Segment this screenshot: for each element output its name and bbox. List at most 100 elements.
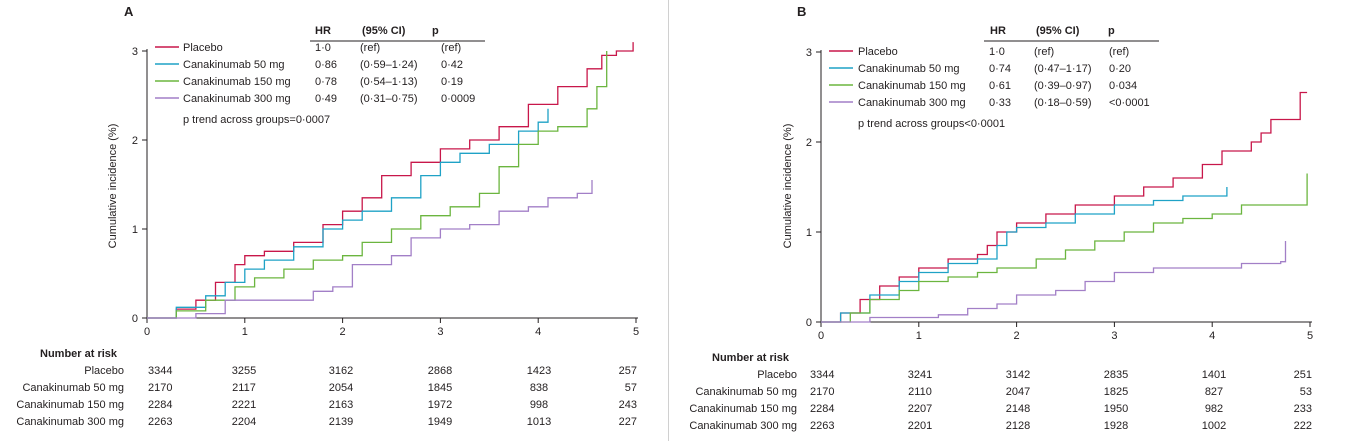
y-axis-label: Cumulative incidence (%) <box>782 124 794 249</box>
legend-p: (ref) <box>1109 46 1129 58</box>
risk-value: 1423 <box>527 365 551 377</box>
y-tick-label: 2 <box>132 135 138 147</box>
risk-value: 1845 <box>428 382 452 394</box>
risk-value: 838 <box>530 382 548 394</box>
panel-label: A <box>124 4 134 19</box>
legend-ci: (0·18–0·59) <box>1034 97 1091 109</box>
x-tick-label: 3 <box>1111 330 1117 342</box>
risk-value: 227 <box>619 416 637 428</box>
risk-row-label: Canakinumab 50 mg <box>695 386 797 398</box>
risk-value: 257 <box>619 365 637 377</box>
legend-header-p: p <box>1108 25 1115 37</box>
legend-hr: 0·78 <box>315 76 337 88</box>
legend-p: (ref) <box>441 42 461 54</box>
legend-hr: 0·33 <box>989 97 1011 109</box>
legend-hr: 1·0 <box>315 42 331 54</box>
risk-value: 3255 <box>232 365 256 377</box>
risk-value: 2284 <box>148 399 172 411</box>
legend-name: Placebo <box>183 42 223 54</box>
risk-row-label: Canakinumab 150 mg <box>689 403 797 415</box>
legend-ci: (0·39–0·97) <box>1034 80 1091 92</box>
risk-value: 1949 <box>428 416 452 428</box>
legend-p: 0·42 <box>441 59 463 71</box>
legend-name: Canakinumab 150 mg <box>858 80 966 92</box>
y-tick-label: 0 <box>806 317 812 329</box>
y-tick-label: 1 <box>132 224 138 236</box>
risk-value: 3162 <box>329 365 353 377</box>
legend-p: 0·19 <box>441 76 463 88</box>
risk-value: 1950 <box>1104 403 1128 415</box>
legend-hr: 0·86 <box>315 59 337 71</box>
risk-value: 1825 <box>1104 386 1128 398</box>
legend-name: Canakinumab 300 mg <box>858 97 966 109</box>
risk-value: 2148 <box>1006 403 1030 415</box>
panel-a: A 0 1 2 3 4 5 0 1 2 3 Cumulative incidence (%) HR (95… <box>16 4 639 428</box>
risk-value: 222 <box>1294 420 1312 432</box>
risk-value: 2054 <box>329 382 353 394</box>
risk-value: 1972 <box>428 399 452 411</box>
risk-value: 2263 <box>148 416 172 428</box>
legend-p: 0·20 <box>1109 63 1131 75</box>
x-tick-label: 1 <box>916 330 922 342</box>
legend-ci: (ref) <box>1034 46 1054 58</box>
risk-value: 243 <box>619 399 637 411</box>
risk-row-label: Placebo <box>757 369 797 381</box>
x-tick-label: 4 <box>535 326 541 338</box>
risk-value: 53 <box>1300 386 1312 398</box>
risk-value: 2128 <box>1006 420 1030 432</box>
panel-b: B 0 1 2 3 4 5 0 1 2 3 Cumulative incidence (%) HR (95… <box>689 4 1313 432</box>
risk-value: 2110 <box>908 386 932 398</box>
risk-value: 57 <box>625 382 637 394</box>
risk-value: 2868 <box>428 365 452 377</box>
legend-ci: (0·31–0·75) <box>360 93 417 105</box>
x-tick-label: 0 <box>144 326 150 338</box>
risk-value: 998 <box>530 399 548 411</box>
risk-value: 1928 <box>1104 420 1128 432</box>
legend-ci: (ref) <box>360 42 380 54</box>
risk-table-title: Number at risk <box>712 352 790 364</box>
x-tick-label: 1 <box>242 326 248 338</box>
series-line-3 <box>821 173 1308 323</box>
legend-name: Canakinumab 50 mg <box>183 59 285 71</box>
risk-value: 982 <box>1205 403 1223 415</box>
x-tick-label: 5 <box>1307 330 1313 342</box>
y-tick-label: 1 <box>806 227 812 239</box>
legend-name: Canakinumab 50 mg <box>858 63 960 75</box>
panel-divider <box>668 0 669 441</box>
x-tick-label: 0 <box>818 330 824 342</box>
risk-value: 251 <box>1294 369 1312 381</box>
legend-ci: (0·54–1·13) <box>360 76 417 88</box>
y-tick-label: 0 <box>132 313 138 325</box>
risk-value: 2201 <box>908 420 932 432</box>
y-tick-label: 3 <box>132 46 138 58</box>
legend-name: Placebo <box>858 46 898 58</box>
x-tick-label: 5 <box>633 326 639 338</box>
series-line-3 <box>147 51 608 319</box>
legend-trend-text: p trend across groups=0·0007 <box>183 114 330 126</box>
legend-hr: 0·49 <box>315 93 337 105</box>
y-tick-label: 2 <box>806 137 812 149</box>
legend-ci: (0·47–1·17) <box>1034 63 1091 75</box>
x-tick-label: 4 <box>1209 330 1215 342</box>
legend-header-ci: (95% CI) <box>1036 25 1080 37</box>
series-line-4 <box>821 241 1287 323</box>
risk-table-title: Number at risk <box>40 348 118 360</box>
risk-value: 1013 <box>527 416 551 428</box>
risk-value: 2835 <box>1104 369 1128 381</box>
series-line-2 <box>147 108 549 319</box>
risk-value: 1002 <box>1202 420 1226 432</box>
legend-ci: (0·59–1·24) <box>360 59 417 71</box>
risk-value: 3344 <box>810 369 834 381</box>
risk-value: 2204 <box>232 416 256 428</box>
legend-p: 0·034 <box>1109 80 1137 92</box>
series-line-2 <box>821 187 1228 323</box>
legend-hr: 0·61 <box>989 80 1011 92</box>
legend-name: Canakinumab 150 mg <box>183 76 291 88</box>
risk-row-label: Canakinumab 150 mg <box>16 399 124 411</box>
risk-value: 2163 <box>329 399 353 411</box>
legend-p: <0·0001 <box>1109 97 1150 109</box>
legend-hr: 1·0 <box>989 46 1005 58</box>
risk-value: 3142 <box>1006 369 1030 381</box>
risk-row-label: Canakinumab 50 mg <box>22 382 124 394</box>
